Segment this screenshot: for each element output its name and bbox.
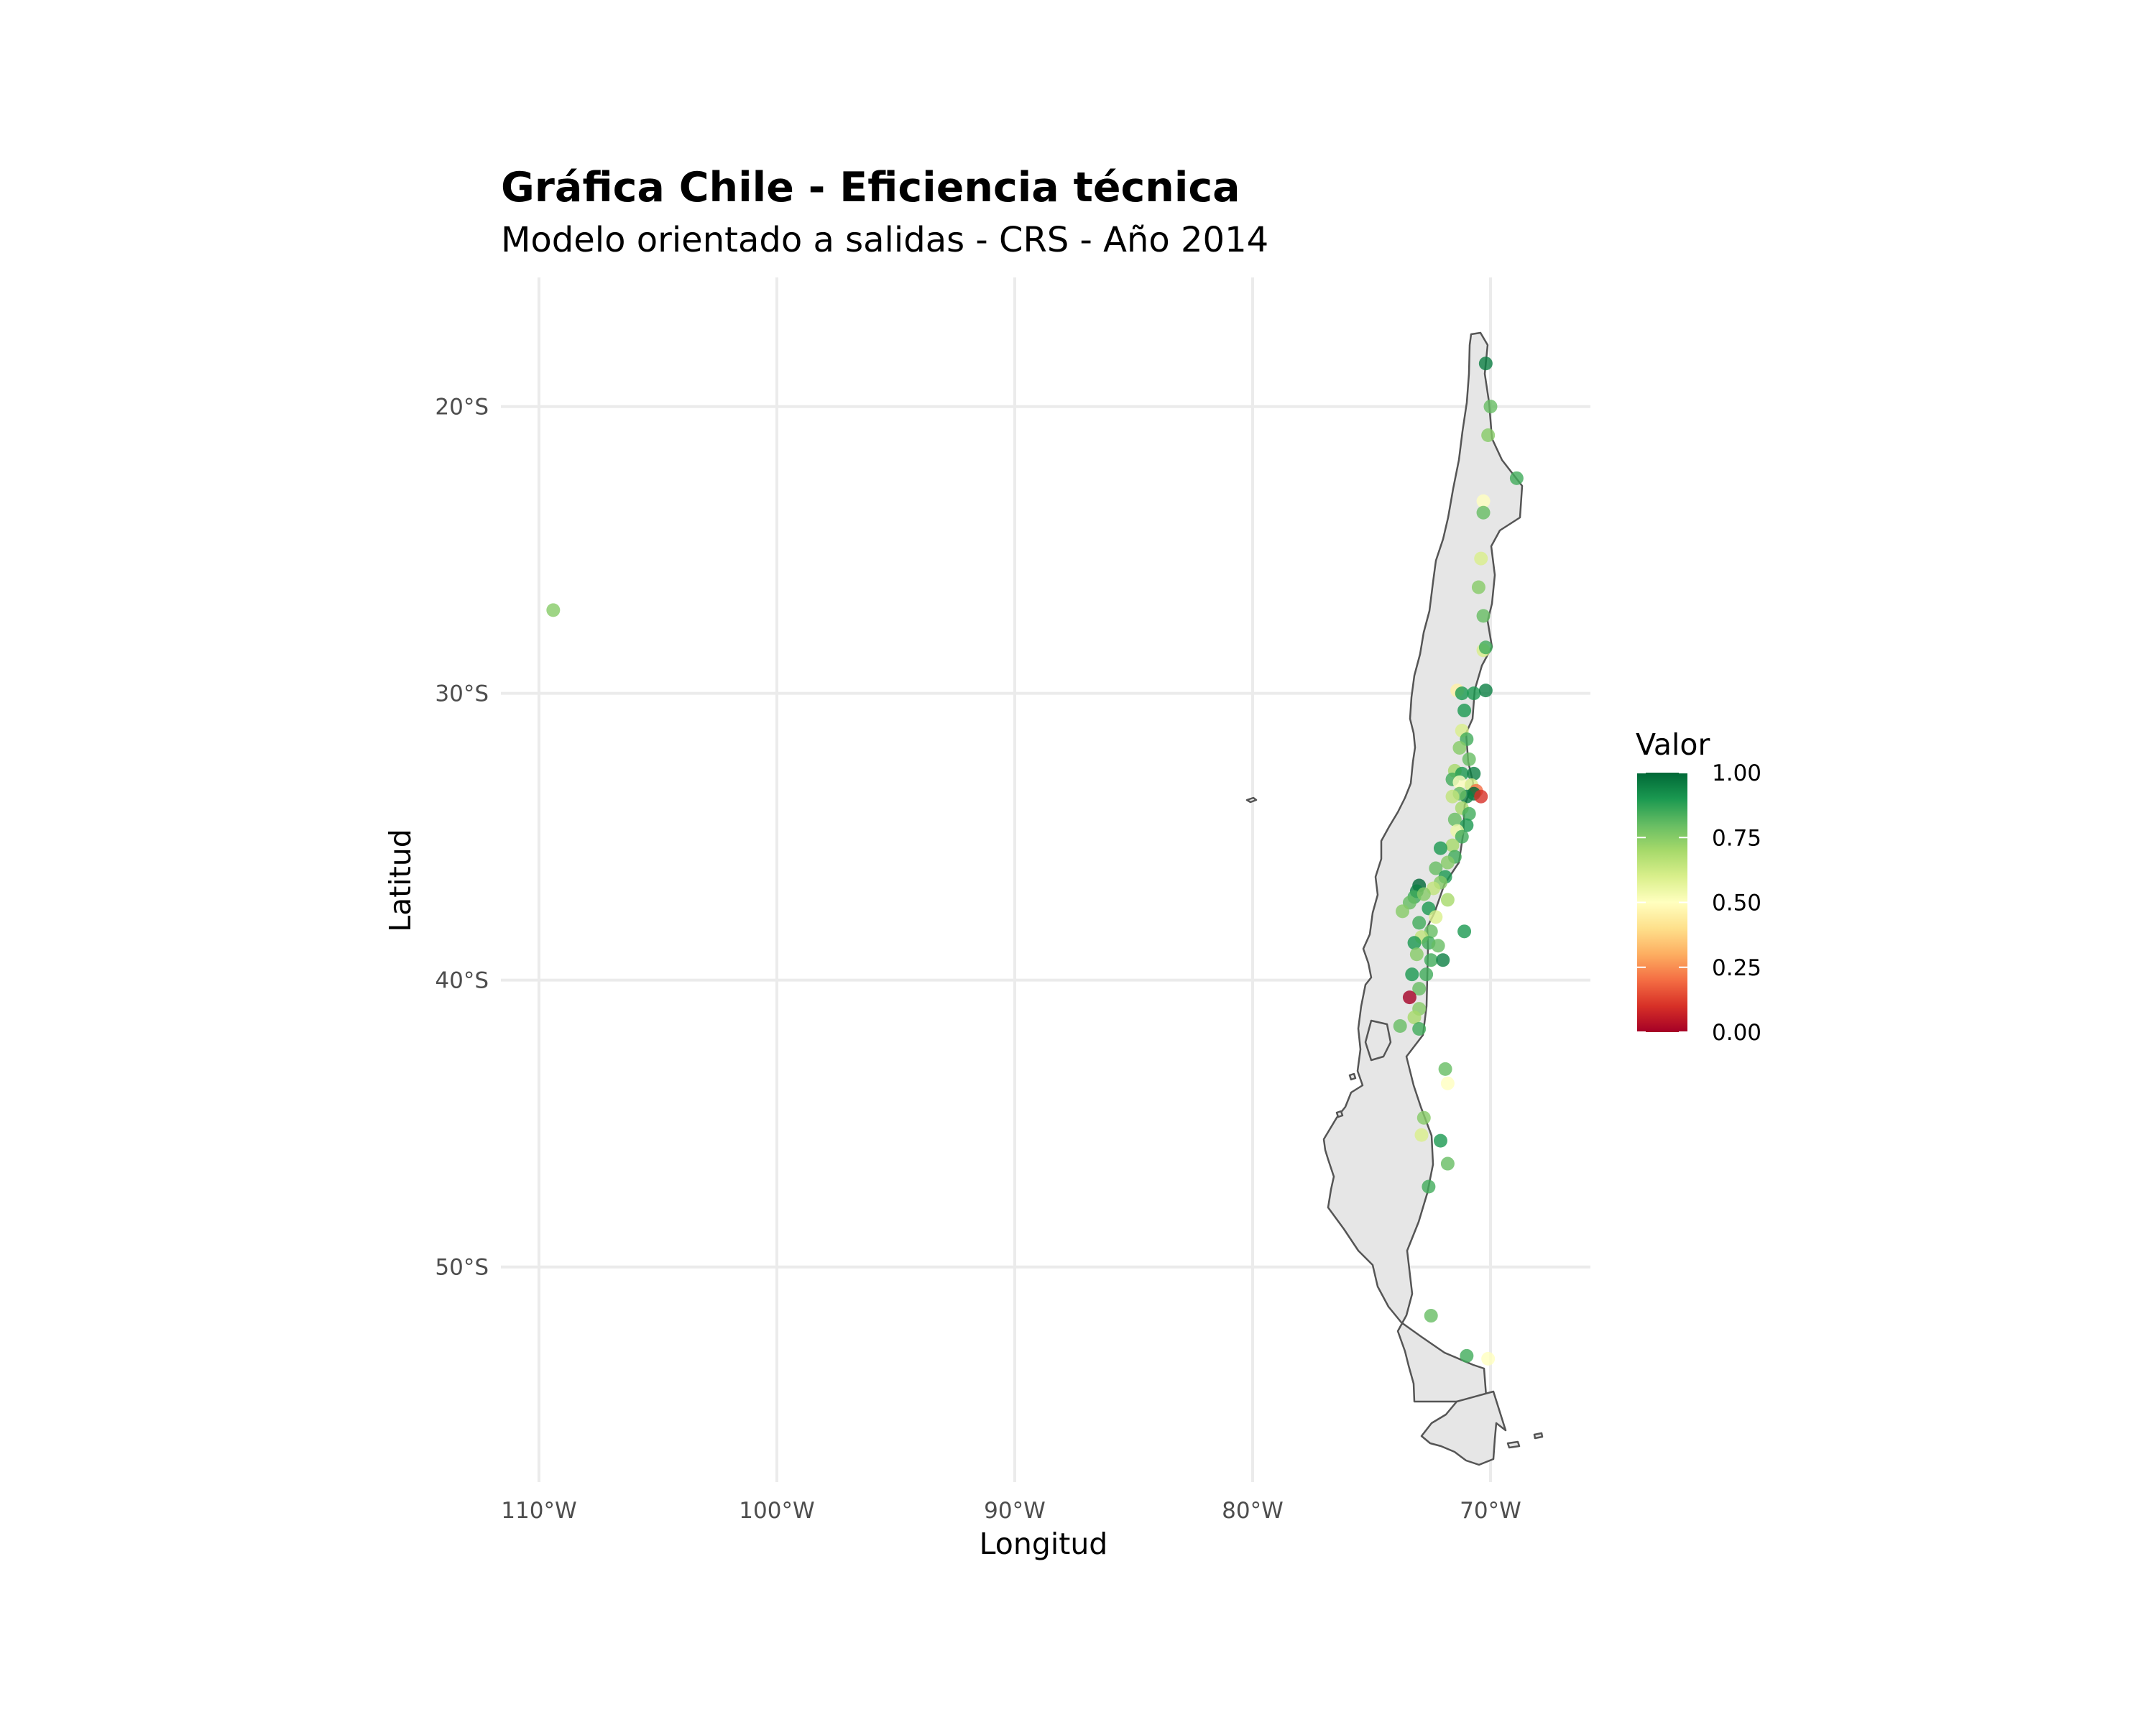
colorbar-label: 0.50 xyxy=(1712,891,1761,916)
legend-colorbar: Valor 1.00 0.75 0.50 0.25 0.00 xyxy=(1636,727,1761,1046)
x-tick-label: 70°W xyxy=(1460,1498,1521,1524)
data-point xyxy=(1457,704,1472,718)
x-tick-label: 100°W xyxy=(739,1498,814,1524)
data-point xyxy=(1416,1110,1431,1125)
isla-chiloe xyxy=(1364,1019,1392,1062)
chart-title: Gráfica Chile - Eficiencia técnica xyxy=(501,164,1240,211)
data-point xyxy=(1422,1179,1436,1194)
data-point xyxy=(1445,789,1460,804)
data-point xyxy=(1462,806,1476,821)
data-point xyxy=(1478,356,1493,371)
colorbar-label: 0.25 xyxy=(1712,955,1761,981)
chile-basemap xyxy=(1245,331,1544,1466)
colorbar-label: 0.75 xyxy=(1712,825,1761,851)
data-point xyxy=(1467,686,1481,701)
data-point xyxy=(1414,1128,1429,1142)
data-point xyxy=(1476,505,1491,520)
y-tick-label: 30°S xyxy=(435,681,489,707)
data-point xyxy=(1419,967,1434,982)
data-point xyxy=(1474,551,1488,566)
chart-subtitle: Modelo orientado a salidas - CRS - Año 2… xyxy=(501,220,1268,260)
legend-title: Valor xyxy=(1636,727,1710,762)
data-point xyxy=(1412,916,1427,930)
y-tick-label: 20°S xyxy=(435,395,489,420)
island-small-3 xyxy=(1533,1432,1544,1440)
data-point xyxy=(1433,1133,1447,1148)
data-point xyxy=(1455,686,1469,701)
data-point xyxy=(1431,939,1445,953)
data-point xyxy=(1455,829,1469,844)
data-point xyxy=(1429,910,1443,924)
data-point xyxy=(1424,1309,1438,1323)
data-point xyxy=(1436,953,1450,967)
data-point xyxy=(1393,1019,1407,1034)
data-point xyxy=(1407,936,1422,950)
data-point xyxy=(1412,1022,1427,1036)
data-point xyxy=(1471,580,1485,594)
island-small-1 xyxy=(1348,1072,1357,1081)
data-point xyxy=(1483,400,1498,414)
data-point xyxy=(1396,904,1410,919)
data-point xyxy=(1424,953,1438,967)
data-point xyxy=(1457,924,1472,939)
data-point xyxy=(1445,838,1460,852)
data-point xyxy=(1467,766,1481,781)
y-tick-label: 40°S xyxy=(435,968,489,994)
data-points xyxy=(546,356,1524,1366)
island-small-2 xyxy=(1335,1110,1344,1118)
y-axis-title: Latitud xyxy=(383,829,418,932)
x-tick-label: 110°W xyxy=(501,1498,576,1524)
data-point xyxy=(1429,861,1443,875)
data-point xyxy=(1462,752,1476,766)
data-point xyxy=(1402,990,1416,1005)
colorbar-label: 0.00 xyxy=(1712,1020,1761,1046)
data-point xyxy=(1476,494,1491,508)
data-point xyxy=(1474,789,1488,804)
data-point xyxy=(1433,841,1447,855)
data-point xyxy=(1509,471,1524,485)
data-point xyxy=(1416,887,1431,901)
data-point xyxy=(1447,812,1462,827)
y-axis-ticks: 20°S 30°S 40°S 50°S xyxy=(435,395,489,1281)
data-point xyxy=(546,603,561,617)
data-point xyxy=(1452,740,1467,755)
data-point xyxy=(1409,947,1424,962)
data-point xyxy=(1452,775,1467,789)
x-tick-label: 90°W xyxy=(984,1498,1046,1524)
colorbar-ticks: 1.00 0.75 0.50 0.25 0.00 xyxy=(1637,760,1761,1046)
data-point xyxy=(1438,1062,1452,1076)
data-point xyxy=(1440,893,1455,907)
data-point xyxy=(1476,609,1491,623)
data-point xyxy=(1440,1076,1455,1090)
data-point xyxy=(1407,1011,1422,1025)
data-point xyxy=(1481,1351,1496,1366)
data-point xyxy=(1412,982,1427,996)
island-small-4 xyxy=(1506,1440,1521,1449)
data-point xyxy=(1440,1156,1455,1171)
x-tick-label: 80°W xyxy=(1222,1498,1284,1524)
tierra-del-fuego xyxy=(1420,1390,1507,1466)
data-point xyxy=(1440,855,1455,870)
colorbar-label: 1.00 xyxy=(1712,760,1761,786)
data-point xyxy=(1478,684,1493,698)
island-juan-fernandez xyxy=(1245,796,1258,804)
data-point xyxy=(1460,1348,1474,1363)
x-axis-ticks: 110°W 100°W 90°W 80°W 70°W xyxy=(501,1498,1521,1524)
x-axis-title: Longitud xyxy=(980,1527,1108,1561)
y-tick-label: 50°S xyxy=(435,1255,489,1281)
data-point xyxy=(1405,967,1419,982)
data-point xyxy=(1481,428,1496,442)
data-point xyxy=(1478,640,1493,655)
